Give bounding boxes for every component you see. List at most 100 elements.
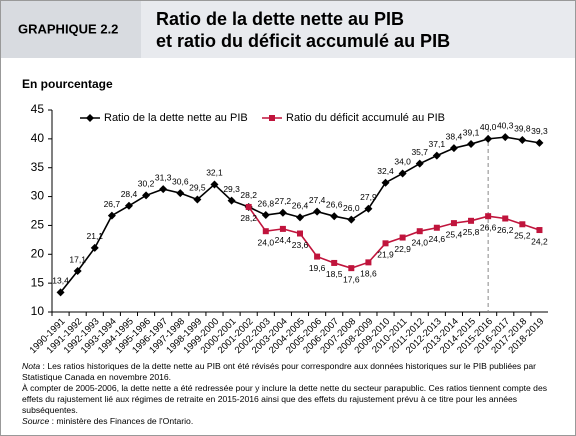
note: Nota : Les ratios historiques de la dett… [22, 361, 562, 383]
legend-label: Ratio du déficit accumulé au PIB [286, 112, 445, 124]
data-label: 27,9 [360, 192, 377, 202]
data-label: 18,6 [360, 269, 377, 279]
figure-label: GRAPHIQUE 2.2 [18, 21, 118, 36]
y-tick-label: 35 [31, 160, 45, 174]
marker [467, 140, 476, 149]
marker [364, 204, 373, 213]
marker [485, 213, 492, 220]
data-label: 26,6 [480, 222, 497, 232]
marker [245, 203, 252, 210]
data-label: 24,0 [258, 237, 275, 247]
marker [90, 243, 99, 252]
data-label: 25,8 [463, 227, 480, 237]
data-label: 39,3 [531, 126, 548, 136]
note: Source : ministère des Finances de l'Ont… [22, 416, 562, 427]
marker [449, 144, 458, 153]
marker [484, 134, 493, 143]
legend-marker [269, 115, 275, 121]
data-label: 26,4 [292, 201, 309, 211]
marker [210, 180, 219, 189]
data-label: 26,7 [104, 199, 121, 209]
marker [142, 191, 151, 200]
y-tick-label: 20 [31, 246, 45, 260]
data-label: 30,6 [172, 176, 189, 186]
marker [347, 215, 356, 224]
marker [262, 228, 269, 235]
marker [501, 133, 510, 142]
note-text: : ministère des Finances de l'Ontario. [49, 416, 194, 426]
data-label: 27,4 [309, 195, 326, 205]
note-label: Nota [22, 361, 41, 371]
y-tick-label: 45 [31, 102, 45, 116]
y-tick-label: 15 [31, 275, 45, 289]
marker [468, 217, 475, 224]
data-label: 26,0 [343, 203, 360, 213]
marker [193, 195, 202, 204]
chart-title: et ratio du déficit accumulé au PIB [156, 31, 450, 51]
marker [433, 224, 440, 231]
marker [416, 228, 423, 235]
marker [314, 253, 321, 260]
data-label: 29,5 [189, 183, 206, 193]
data-label: 24,4 [275, 235, 292, 245]
data-label: 25,2 [514, 231, 531, 241]
notes: Nota : Les ratios historiques de la dett… [22, 361, 562, 427]
marker [279, 225, 286, 232]
note-label: Source [22, 416, 50, 426]
legend-marker [86, 114, 94, 122]
data-label: 26,6 [326, 199, 343, 209]
marker [227, 196, 236, 205]
data-label: 19,6 [309, 263, 326, 273]
marker [124, 201, 133, 210]
data-label: 29,3 [223, 184, 240, 194]
marker [381, 178, 390, 187]
data-label: 39,8 [514, 123, 531, 133]
data-label: 40,3 [497, 120, 514, 130]
data-label: 28,2 [240, 190, 257, 200]
y-tick-label: 30 [31, 189, 45, 203]
data-label: 40,0 [480, 122, 497, 132]
data-label: 23,6 [292, 240, 309, 250]
data-label: 24,0 [411, 237, 428, 247]
data-label: 13,4 [52, 276, 69, 286]
data-label: 37,1 [429, 139, 446, 149]
data-label: 17,1 [69, 254, 86, 264]
data-label: 28,2 [240, 213, 257, 223]
marker [296, 213, 304, 222]
marker [176, 189, 185, 198]
marker [432, 151, 441, 160]
data-label: 32,4 [377, 166, 394, 176]
marker [73, 267, 82, 276]
data-label: 35,7 [411, 147, 428, 157]
data-label: 38,4 [446, 131, 463, 141]
data-label: 18,5 [326, 269, 343, 279]
data-label: 39,1 [463, 127, 480, 137]
marker [382, 240, 389, 247]
data-label: 34,0 [394, 157, 411, 167]
data-label: 25,4 [446, 229, 463, 239]
marker [519, 221, 526, 228]
marker [159, 185, 168, 194]
marker [535, 138, 544, 147]
marker [278, 208, 287, 217]
data-label: 17,6 [343, 274, 360, 284]
marker [399, 234, 406, 241]
data-label: 21,9 [377, 250, 394, 260]
data-label: 26,8 [258, 198, 275, 208]
marker [518, 136, 527, 145]
marker [297, 230, 303, 237]
data-label: 24,6 [429, 234, 446, 244]
data-label: 31,3 [155, 172, 172, 182]
note: À compter de 2005-2006, la dette nette a… [22, 383, 562, 416]
data-label: 24,2 [531, 236, 548, 246]
marker [313, 207, 322, 216]
marker [107, 211, 116, 220]
label-box [1, 1, 141, 58]
marker [331, 259, 338, 266]
data-label: 30,2 [138, 179, 155, 189]
marker [365, 259, 372, 266]
marker [415, 159, 424, 168]
y-tick-label: 25 [31, 218, 45, 232]
note-text: : Les ratios historiques de la dette net… [22, 361, 537, 382]
